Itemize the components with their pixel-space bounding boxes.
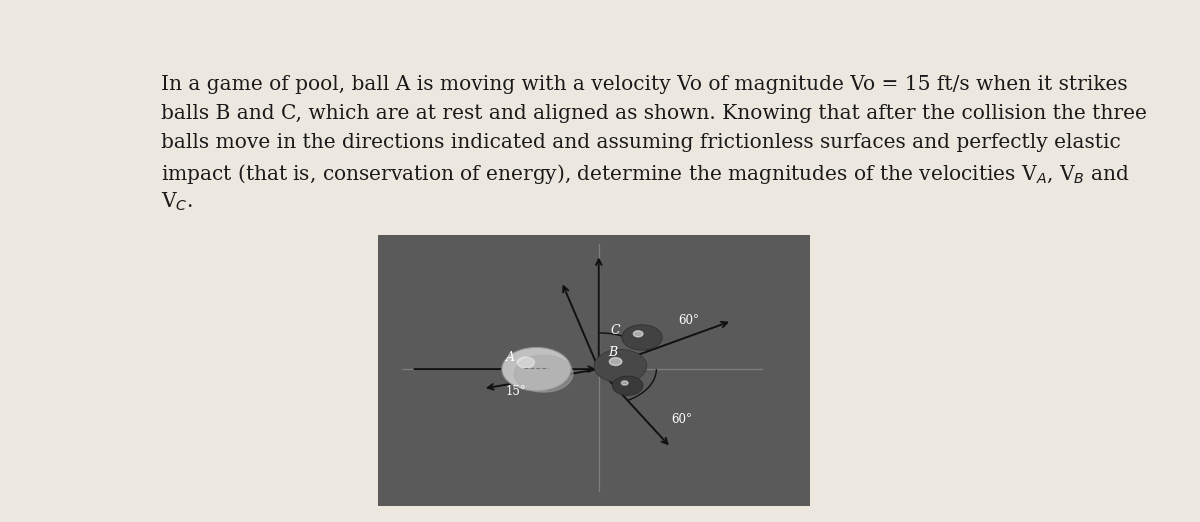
Circle shape xyxy=(610,358,622,365)
Circle shape xyxy=(594,350,647,383)
Circle shape xyxy=(622,325,662,350)
Text: 60°: 60° xyxy=(671,413,691,426)
Circle shape xyxy=(515,355,572,392)
Circle shape xyxy=(622,381,628,385)
Text: balls B and C, which are at rest and aligned as shown. Knowing that after the co: balls B and C, which are at rest and ali… xyxy=(161,104,1147,123)
Circle shape xyxy=(612,376,643,395)
Circle shape xyxy=(502,348,571,391)
Text: 15°: 15° xyxy=(505,385,526,398)
Text: balls move in the directions indicated and assuming frictionless surfaces and pe: balls move in the directions indicated a… xyxy=(161,133,1121,151)
Text: impact (that is, conservation of energy), determine the magnitudes of the veloci: impact (that is, conservation of energy)… xyxy=(161,161,1130,185)
Circle shape xyxy=(517,357,534,368)
Text: 60°: 60° xyxy=(678,314,698,327)
Text: V$_C$.: V$_C$. xyxy=(161,191,193,213)
Text: B: B xyxy=(608,346,618,359)
Circle shape xyxy=(634,331,643,337)
Text: C: C xyxy=(611,324,620,337)
Text: A: A xyxy=(505,351,515,364)
Text: In a game of pool, ball A is moving with a velocity Vo of magnitude Vo = 15 ft/s: In a game of pool, ball A is moving with… xyxy=(161,75,1128,93)
